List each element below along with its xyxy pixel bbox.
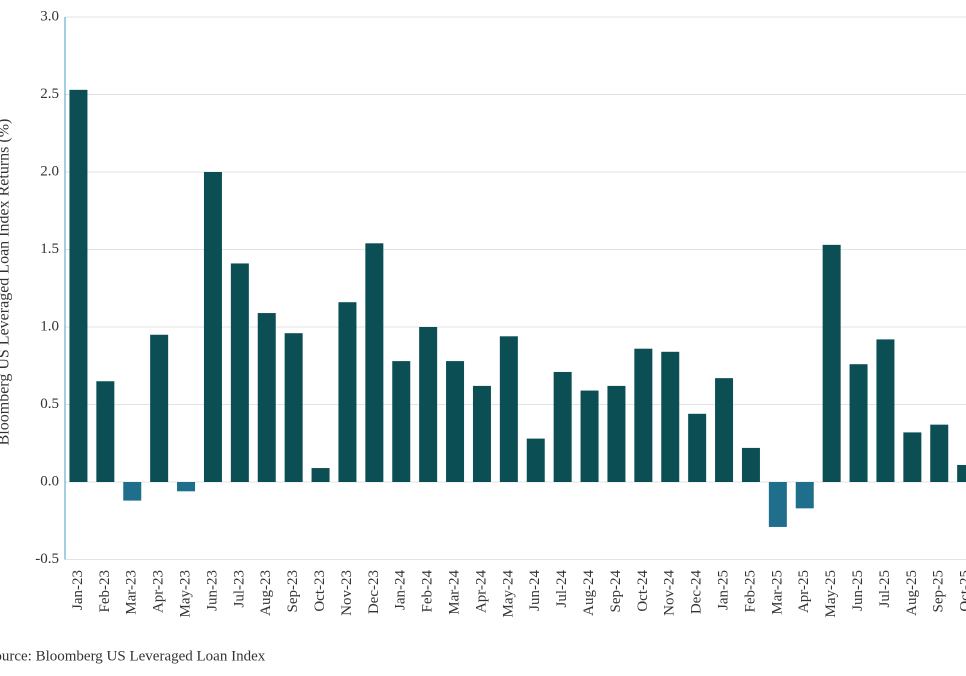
y-tick-label: 3.0	[40, 8, 59, 24]
y-tick-label: 2.5	[40, 86, 59, 102]
x-tick-label: Feb-23	[97, 570, 113, 613]
x-tick-label: Feb-24	[420, 570, 436, 613]
bar	[822, 244, 841, 482]
x-tick-label: Aug-25	[904, 570, 920, 616]
x-tick-label: Apr-24	[473, 570, 489, 614]
bar	[365, 243, 384, 482]
x-tick-label: May-23	[177, 570, 193, 618]
x-tick-label: Nov-23	[339, 570, 355, 616]
bar	[177, 482, 196, 492]
x-tick-label: Oct-25	[958, 570, 966, 612]
bar	[338, 302, 357, 482]
x-tick-label: Jan-23	[70, 570, 86, 610]
bar	[96, 381, 115, 482]
bar	[419, 327, 438, 482]
x-tick-label: Apr-23	[151, 570, 167, 613]
x-tick-label: Oct-24	[635, 570, 651, 612]
bar	[768, 482, 787, 527]
bar	[876, 339, 895, 482]
x-tick-label: Jun-25	[850, 570, 866, 611]
bar	[607, 385, 626, 482]
x-tick-label: Mar-25	[769, 570, 785, 615]
bar	[472, 385, 491, 482]
x-tick-label: Jul-23	[231, 570, 247, 608]
y-tick-label: 2.0	[40, 163, 59, 179]
x-tick-label: Oct-23	[312, 570, 328, 612]
bar	[446, 361, 465, 482]
bar	[257, 313, 276, 482]
bar	[526, 438, 545, 482]
y-tick-label: 1.5	[40, 241, 59, 257]
x-tick-label: Jan-24	[393, 570, 409, 610]
x-tick-label: Feb-25	[742, 570, 758, 613]
x-tick-label: Nov-24	[662, 570, 678, 616]
bar	[553, 371, 572, 482]
x-tick-label: Jul-24	[554, 570, 570, 608]
x-tick-label: Dec-24	[689, 570, 705, 615]
bar	[203, 172, 222, 482]
bar	[715, 378, 734, 482]
bar	[741, 447, 760, 482]
x-tick-label: Jun-23	[204, 570, 220, 611]
bar	[580, 390, 599, 482]
y-tick-label: 0.0	[40, 473, 59, 489]
bar	[311, 468, 330, 482]
bar	[903, 432, 922, 482]
bar	[123, 482, 142, 501]
bar	[930, 424, 949, 482]
bar	[392, 361, 411, 482]
y-tick-label: 0.5	[40, 396, 59, 412]
bar	[634, 348, 653, 482]
bar	[284, 333, 303, 482]
bar	[499, 336, 518, 482]
bar	[69, 89, 88, 482]
bar	[957, 464, 966, 482]
x-tick-label: Dec-23	[366, 570, 382, 614]
bar	[688, 413, 707, 482]
x-tick-label: Mar-24	[446, 570, 462, 615]
x-tick-label: Aug-23	[258, 570, 274, 616]
x-tick-label: Sep-23	[285, 570, 301, 613]
x-tick-label: Aug-24	[581, 570, 597, 616]
bar	[661, 351, 680, 482]
x-tick-label: May-24	[500, 570, 516, 618]
source-note: Source: Bloomberg US Leveraged Loan Inde…	[0, 648, 266, 664]
bar	[230, 263, 249, 482]
x-tick-label: May-25	[823, 570, 839, 618]
x-tick-label: Sep-25	[931, 570, 947, 613]
x-tick-label: Jul-25	[877, 570, 893, 608]
x-tick-label: Jun-24	[527, 570, 543, 611]
x-tick-label: Mar-23	[124, 570, 140, 615]
bar	[849, 364, 868, 482]
y-tick-label: -0.5	[35, 551, 59, 567]
bar	[795, 482, 814, 509]
x-tick-label: Apr-25	[796, 570, 812, 613]
x-tick-label: Sep-24	[608, 570, 624, 613]
bar	[150, 334, 169, 482]
y-tick-label: 1.0	[40, 318, 59, 334]
x-tick-label: Jan-25	[715, 570, 731, 610]
y-axis-label: Bloomberg US Leveraged Loan Index Return…	[0, 119, 13, 446]
